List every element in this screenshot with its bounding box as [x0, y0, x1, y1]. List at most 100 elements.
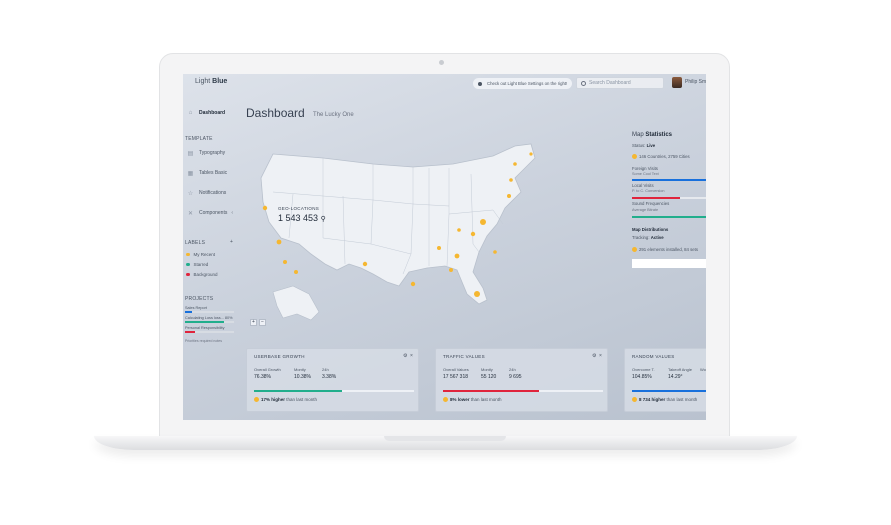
page-subtitle: The Lucky One	[313, 112, 354, 118]
sidebar-item-dashboard[interactable]: ⌂ Dashboard	[188, 110, 226, 116]
distribution-box	[632, 259, 706, 268]
label-my-recent[interactable]: My Recent	[186, 252, 215, 257]
userbase-growth-card: USERBASE GROWTH ⚙ × Overall Growth 76.38…	[246, 348, 419, 412]
map-pin[interactable]	[480, 219, 486, 225]
sun-icon	[254, 397, 259, 402]
metric-label: Overall Growth	[254, 367, 281, 372]
gear-icon[interactable]: ⚙	[592, 353, 597, 359]
map-pin[interactable]	[283, 260, 287, 264]
sidebar-section-template: TEMPLATE	[185, 136, 213, 142]
gear-icon[interactable]: ⚙	[403, 353, 408, 359]
laptop-notch	[384, 436, 506, 441]
us-map[interactable]: GEO-LOCATIONS 1 543 453 ⚲	[253, 134, 543, 334]
local-visits-sub: P. to C. Conversion	[632, 189, 665, 193]
project-progress	[185, 331, 234, 333]
user-name[interactable]: Philip Smith	[685, 79, 706, 85]
metric-label: World	[700, 367, 706, 372]
tools-icon: ✕	[187, 210, 194, 217]
sun-icon	[443, 397, 448, 402]
add-label-button[interactable]: +	[230, 239, 234, 245]
foreign-visits-sub: Some Cool Text	[632, 172, 659, 176]
map-pin[interactable]	[470, 231, 476, 237]
tracking-line: Tracking: Active	[632, 235, 664, 240]
sidebar-item-notifications[interactable]: ☆ Notifications	[187, 190, 227, 197]
project-item[interactable]: Sales Report	[185, 306, 234, 313]
sidebar-section-projects: PROJECTS	[185, 296, 214, 302]
app-screen: Light Blue Check out Light Blue Settings…	[183, 74, 706, 420]
map-pin[interactable]	[362, 261, 368, 267]
map-zoom-controls: + −	[250, 319, 266, 326]
sidebar-section-labels: LABELS	[185, 240, 206, 246]
home-icon: ⌂	[188, 110, 193, 116]
map-pin[interactable]	[294, 270, 298, 274]
metric-label: Takeoff Angle	[668, 367, 692, 372]
map-pin[interactable]	[513, 162, 517, 166]
map-pin[interactable]	[529, 152, 533, 156]
map-pin[interactable]	[262, 205, 268, 211]
page-title: Dashboard	[246, 106, 305, 120]
geo-locations-label: GEO-LOCATIONS	[278, 206, 320, 211]
label-dot-icon	[186, 262, 190, 267]
metric-value: 10.38%	[294, 374, 311, 380]
project-item[interactable]: Calculating Loss loss... 80%	[185, 316, 234, 323]
map-pin[interactable]	[507, 194, 511, 198]
progress-bar	[254, 390, 414, 392]
status-line: Status: Live	[632, 143, 656, 148]
countries-line: 146 Countries, 2759 Cities	[632, 154, 690, 159]
map-pin[interactable]	[437, 246, 441, 250]
project-item[interactable]: Personal Responsibility	[185, 326, 234, 333]
sun-icon	[632, 154, 637, 159]
card-title: RANDOM VALUES	[632, 354, 675, 359]
label-starred[interactable]: Starred	[186, 262, 208, 267]
metric-label: 24h	[322, 367, 329, 372]
label-dot-icon	[186, 272, 190, 277]
metric-label: Montly	[294, 367, 306, 372]
card-title: TRAFFIC VALUES	[443, 354, 485, 359]
sound-frequencies-sub: Average Bitrate	[632, 208, 659, 212]
table-icon: ▦	[187, 170, 194, 177]
card-footer: 17% higher than last month	[254, 397, 317, 402]
sound-frequencies-bar	[632, 216, 706, 218]
settings-notice[interactable]: Check out Light Blue Settings on the rig…	[473, 78, 573, 89]
webcam	[439, 60, 444, 65]
metric-value: 17 567 318	[443, 374, 469, 380]
map-pin-icon: ⚲	[320, 216, 326, 223]
card-footer: 8 734 higher than last month	[632, 397, 697, 402]
metric-value: 14.29°	[668, 374, 683, 380]
card-title: USERBASE GROWTH	[254, 354, 305, 359]
map-pin[interactable]	[449, 268, 453, 272]
project-progress	[185, 321, 234, 323]
avatar[interactable]	[672, 77, 682, 88]
sidebar-item-typography[interactable]: ▤ Typography	[187, 150, 226, 157]
map-pin[interactable]	[474, 291, 480, 297]
map-pin[interactable]	[454, 253, 460, 259]
map-pin[interactable]	[410, 281, 416, 287]
sidebar-item-tables-basic[interactable]: ▦ Tables Basic	[187, 170, 228, 177]
search-input[interactable]	[589, 78, 663, 88]
map-pin[interactable]	[509, 178, 513, 182]
map-pins	[262, 152, 533, 297]
label-background[interactable]: Background	[186, 272, 218, 277]
sound-frequencies-label: Sound Frequencies	[632, 201, 670, 206]
metric-label: 24h	[509, 367, 516, 372]
metric-value: 55 120	[481, 374, 497, 380]
zoom-out-button[interactable]: −	[259, 319, 266, 326]
metric-label: Montly	[481, 367, 493, 372]
map-statistics-panel: Map Statistics Status: Live 146 Countrie…	[632, 132, 706, 268]
search-box[interactable]	[576, 77, 664, 89]
close-icon[interactable]: ×	[410, 353, 413, 359]
progress-bar	[632, 390, 706, 392]
close-icon[interactable]: ×	[599, 353, 602, 359]
map-pin[interactable]	[493, 250, 497, 254]
sidebar-item-components[interactable]: ✕ Components ‹	[187, 210, 234, 217]
zoom-in-button[interactable]: +	[250, 319, 257, 326]
map-distributions-title: Map Distributions	[632, 227, 669, 232]
label-dot-icon	[186, 252, 190, 257]
brand-logo[interactable]: Light Blue	[195, 78, 228, 85]
map-pin[interactable]	[276, 239, 282, 245]
search-icon	[581, 80, 586, 86]
elements-line: 291 elements installed, 84 sets	[632, 247, 698, 252]
top-bar: Light Blue Check out Light Blue Settings…	[183, 74, 706, 92]
map-pin[interactable]	[457, 228, 461, 232]
state-borders	[272, 158, 504, 275]
